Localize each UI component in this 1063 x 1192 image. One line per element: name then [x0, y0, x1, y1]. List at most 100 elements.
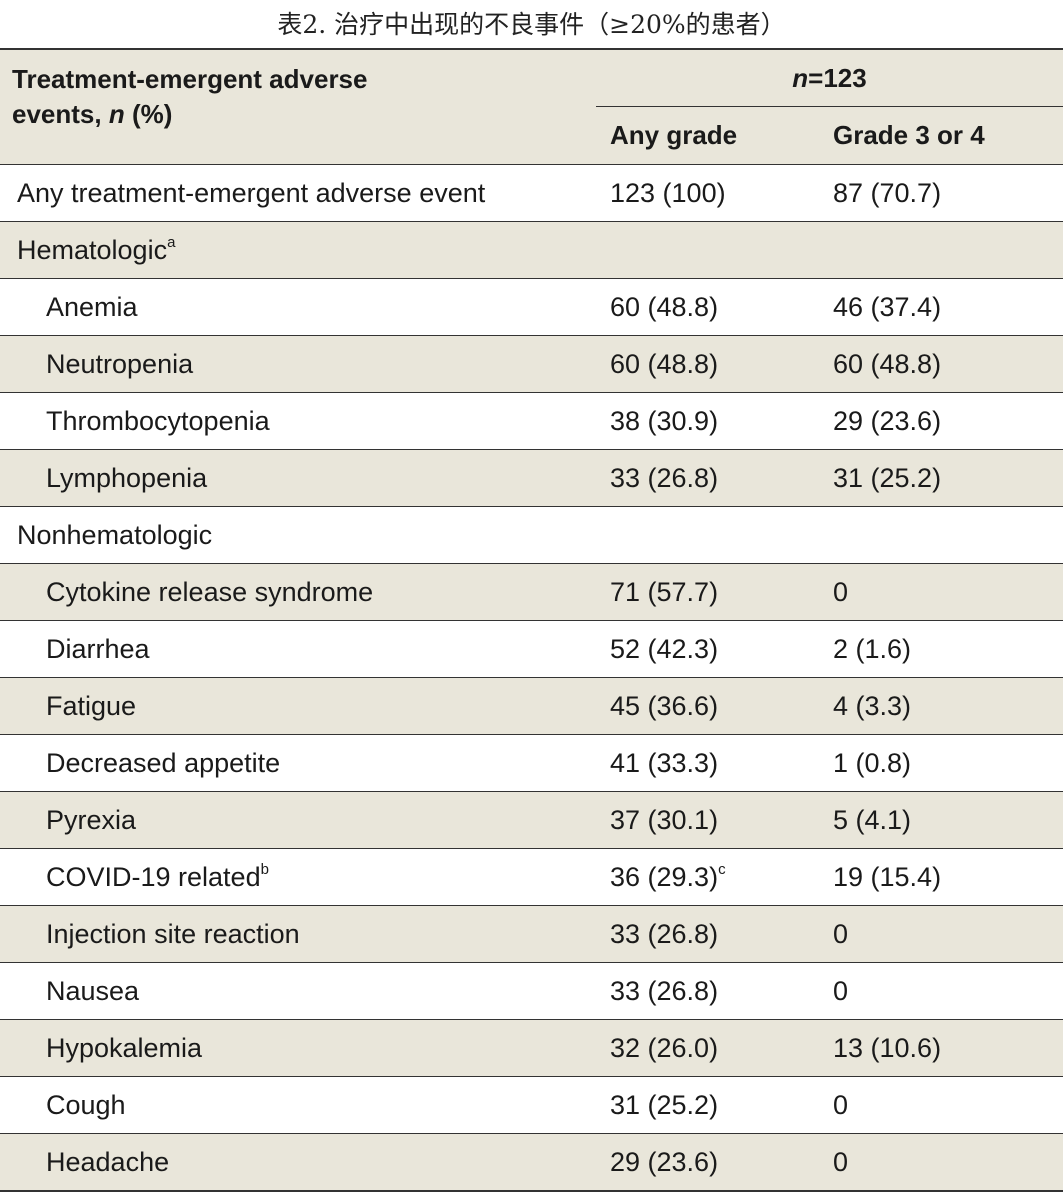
grade-3-4-value: 19 (15.4) — [833, 861, 942, 892]
grade-3-4-cell: 5 (4.1) — [833, 791, 1063, 849]
any-grade-value: 38 (30.9) — [610, 405, 719, 436]
any-grade-cell: 33 (26.8) — [596, 905, 833, 963]
row-label-cell: Pyrexia — [0, 791, 596, 849]
any-grade-cell: 41 (33.3) — [596, 734, 833, 792]
any-grade-cell: 33 (26.8) — [596, 449, 833, 507]
row-label-cell: Decreased appetite — [0, 734, 596, 792]
grade-3-4-value: 0 — [833, 918, 849, 949]
grade-3-4-value: 13 (10.6) — [833, 1032, 942, 1063]
any-grade-cell: 60 (48.8) — [596, 278, 833, 336]
any-grade-value: 33 (26.8) — [610, 975, 719, 1006]
adverse-events-table: Treatment-emergent adverse events, n (%)… — [0, 48, 1063, 1192]
any-grade-value: 37 (30.1) — [610, 804, 719, 835]
grade-3-4-cell: 0 — [833, 905, 1063, 963]
table-row: Hematologica — [0, 221, 1063, 279]
table-row: Pyrexia 37 (30.1) 5 (4.1) — [0, 791, 1063, 849]
col-grade-3-4-header: Grade 3 or 4 — [833, 106, 1063, 165]
row-label-header: Treatment-emergent adverse events, n (%) — [0, 49, 596, 165]
header-label-line2-post: (%) — [124, 99, 173, 129]
row-label: Anemia — [46, 291, 138, 322]
grade-3-4-cell: 13 (10.6) — [833, 1019, 1063, 1077]
table-caption: 表2. 治疗中出现的不良事件（≥20%的患者） — [277, 10, 786, 39]
any-grade-cell: 123 (100) — [596, 164, 833, 222]
table-row: Diarrhea 52 (42.3) 2 (1.6) — [0, 620, 1063, 678]
any-grade-cell: 29 (23.6) — [596, 1133, 833, 1192]
table-row: Headache 29 (23.6) 0 — [0, 1133, 1063, 1192]
row-label-cell: Nonhematologic — [0, 506, 596, 564]
grade-3-4-cell — [833, 506, 1063, 564]
any-grade-cell: 60 (48.8) — [596, 335, 833, 393]
any-grade-cell: 71 (57.7) — [596, 563, 833, 621]
row-label: Hematologic — [17, 234, 168, 265]
row-label: Cytokine release syndrome — [46, 576, 374, 607]
row-label-cell: Fatigue — [0, 677, 596, 735]
grade-3-4-cell: 87 (70.7) — [833, 164, 1063, 222]
footnote-marker: c — [718, 860, 726, 878]
any-grade-value: 60 (48.8) — [610, 348, 719, 379]
header-label-n: n — [108, 99, 125, 129]
grade-3-4-value: 1 (0.8) — [833, 747, 912, 778]
row-label-cell: Neutropenia — [0, 335, 596, 393]
any-grade-cell: 32 (26.0) — [596, 1019, 833, 1077]
row-label-cell: Cytokine release syndrome — [0, 563, 596, 621]
table-row: Cytokine release syndrome 71 (57.7) 0 — [0, 563, 1063, 621]
grade-3-4-value: 60 (48.8) — [833, 348, 942, 379]
row-label: Decreased appetite — [46, 747, 281, 778]
grade-3-4-value: 87 (70.7) — [833, 177, 942, 208]
row-label: COVID-19 related — [46, 861, 261, 892]
row-label-cell: Headache — [0, 1133, 596, 1192]
any-grade-value: 29 (23.6) — [610, 1146, 719, 1177]
row-label: Headache — [46, 1146, 170, 1177]
grade-3-4-cell: 31 (25.2) — [833, 449, 1063, 507]
row-label: Diarrhea — [46, 633, 150, 664]
any-grade-value: 36 (29.3) — [610, 861, 719, 892]
grade-3-4-cell — [833, 221, 1063, 279]
row-label: Injection site reaction — [46, 918, 300, 949]
any-grade-value: 33 (26.8) — [610, 462, 719, 493]
table-row: Neutropenia 60 (48.8) 60 (48.8) — [0, 335, 1063, 393]
any-grade-value: 60 (48.8) — [610, 291, 719, 322]
any-grade-cell — [596, 506, 833, 564]
table-row: Nausea 33 (26.8) 0 — [0, 962, 1063, 1020]
row-label-cell: Any treatment-emergent adverse event — [0, 164, 596, 222]
row-label-cell: Injection site reaction — [0, 905, 596, 963]
grade-3-4-cell: 0 — [833, 1133, 1063, 1192]
grade-3-4-value: 0 — [833, 576, 849, 607]
grade-3-4-value: 0 — [833, 975, 849, 1006]
table-row: Hypokalemia 32 (26.0) 13 (10.6) — [0, 1019, 1063, 1077]
any-grade-value: 52 (42.3) — [610, 633, 719, 664]
any-grade-value: 45 (36.6) — [610, 690, 719, 721]
grade-3-4-value: 0 — [833, 1089, 849, 1120]
table-row: Decreased appetite 41 (33.3) 1 (0.8) — [0, 734, 1063, 792]
row-label-cell: Lymphopenia — [0, 449, 596, 507]
row-label: Lymphopenia — [46, 462, 208, 493]
grade-3-4-value: 4 (3.3) — [833, 690, 912, 721]
table-row: Fatigue 45 (36.6) 4 (3.3) — [0, 677, 1063, 735]
row-label: Neutropenia — [46, 348, 194, 379]
header-label-line2-pre: events, — [12, 99, 109, 129]
sample-size-header: n=123 — [596, 49, 1063, 107]
table-row: Lymphopenia 33 (26.8) 31 (25.2) — [0, 449, 1063, 507]
grade-3-4-cell: 0 — [833, 962, 1063, 1020]
grade-3-4-cell: 2 (1.6) — [833, 620, 1063, 678]
row-label-cell: COVID-19 relatedb — [0, 848, 596, 906]
table-header: Treatment-emergent adverse events, n (%)… — [0, 49, 1063, 165]
row-label-cell: Hypokalemia — [0, 1019, 596, 1077]
grade-3-4-cell: 29 (23.6) — [833, 392, 1063, 450]
footnote-marker: b — [260, 860, 269, 878]
footnote-marker: a — [167, 233, 176, 251]
any-grade-value: 41 (33.3) — [610, 747, 719, 778]
row-label-cell: Nausea — [0, 962, 596, 1020]
any-grade-cell: 45 (36.6) — [596, 677, 833, 735]
grade-3-4-value: 2 (1.6) — [833, 633, 912, 664]
row-label: Cough — [46, 1089, 126, 1120]
header-label-line1: Treatment-emergent adverse — [12, 64, 368, 94]
col-any-grade-header: Any grade — [596, 106, 833, 165]
grade-3-4-cell: 0 — [833, 563, 1063, 621]
table-body: Any treatment-emergent adverse event 123 … — [0, 164, 1063, 1192]
table-row: Injection site reaction 33 (26.8) 0 — [0, 905, 1063, 963]
row-label-cell: Cough — [0, 1076, 596, 1134]
row-label: Any treatment-emergent adverse event — [17, 177, 486, 208]
any-grade-cell: 37 (30.1) — [596, 791, 833, 849]
any-grade-cell: 36 (29.3)c — [596, 848, 833, 906]
